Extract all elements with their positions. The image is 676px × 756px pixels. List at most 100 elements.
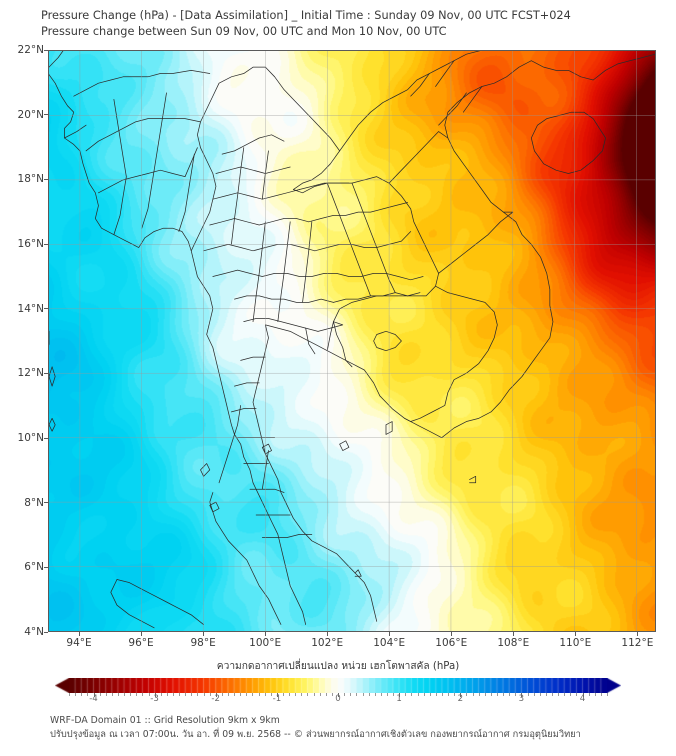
colorbar-tick-label: -4: [89, 694, 98, 704]
colorbar-minor-tick: [172, 693, 174, 696]
lat-tick-label: 12°N: [17, 367, 44, 380]
colorbar-minor-tick: [344, 693, 346, 696]
colorbar-minor-tick: [539, 693, 541, 696]
lon-tick-mark: [78, 632, 80, 636]
colorbar-minor-tick: [368, 693, 370, 696]
colorbar-minor-tick: [533, 693, 535, 696]
colorbar-minor-tick: [478, 693, 480, 696]
lon-tick-label: 110°E: [559, 637, 592, 649]
colorbar-major-tick: [399, 693, 401, 697]
lon-tick-label: 106°E: [435, 637, 468, 649]
title-line-1: Pressure Change (hPa) - [Data Assimilati…: [41, 9, 571, 22]
colorbar-minor-tick: [124, 693, 125, 696]
lon-tick-label: 98°E: [190, 637, 216, 649]
lat-tick-label: 4°N: [24, 626, 44, 638]
colorbar-minor-tick: [69, 693, 70, 696]
lon-tick-mark: [202, 632, 204, 636]
lat-tick-mark: [44, 308, 48, 310]
lat-tick-label: 22°N: [17, 44, 44, 56]
colorbar-minor-tick: [380, 693, 382, 696]
colorbar-minor-tick: [130, 693, 132, 696]
lon-tick-mark: [388, 632, 390, 636]
colorbar-minor-tick: [594, 693, 596, 696]
map-plot-area[interactable]: [48, 50, 656, 632]
colorbar-minor-tick: [283, 693, 284, 696]
lon-tick-mark: [512, 632, 514, 636]
colorbar-minor-tick: [221, 693, 223, 696]
colorbar-minor-tick: [527, 693, 529, 696]
colorbar-minor-tick: [240, 693, 242, 696]
colorbar-minor-tick: [301, 693, 303, 696]
latitude-axis: 4°N 6°N 8°N 10°N 12°N 14°N 16°N 18°N 20°N 22°N: [0, 0, 44, 756]
chart-title-block: Pressure Change (hPa) - [Data Assimilati…: [41, 8, 661, 39]
lat-tick-mark: [44, 49, 48, 51]
lat-tick-mark: [44, 243, 48, 245]
lat-tick-label: 20°N: [17, 108, 44, 121]
colorbar-minor-tick: [148, 693, 150, 696]
footer-line-credit: ปรับปรุงข้อมูล ณ เวลา 07:00น. วัน อา. ที…: [50, 729, 581, 740]
colorbar-minor-tick: [435, 693, 437, 696]
colorbar-major-tick: [521, 693, 523, 697]
colorbar-minor-tick: [497, 693, 498, 696]
colorbar-minor-tick: [258, 693, 260, 696]
colorbar-minor-tick: [558, 693, 560, 696]
colorbar-gradient: [55, 678, 621, 693]
lon-tick-mark: [140, 632, 142, 636]
colorbar-minor-tick: [270, 693, 272, 696]
colorbar-minor-tick: [386, 693, 388, 696]
lon-tick-label: 104°E: [373, 637, 406, 649]
lon-tick-mark: [574, 632, 576, 636]
colorbar-minor-tick: [111, 693, 113, 696]
colorbar-tick-label: 4: [579, 694, 586, 704]
colorbar-minor-tick: [319, 693, 321, 696]
footer-line-model: WRF-DA Domain 01 :: Grid Resolution 9km …: [50, 715, 280, 726]
colorbar-minor-tick: [350, 693, 352, 696]
colorbar-ticks: -4 -3 -2 -1 0 1 2 3 4: [0, 658, 676, 712]
colorbar-minor-tick: [515, 693, 517, 696]
colorbar-title: ความกดอากาศเปลี่ยนแปลง หน่วย เฮกโตพาสคัล…: [216, 661, 460, 672]
lat-tick-label: 16°N: [17, 238, 44, 250]
colorbar-minor-tick: [295, 693, 297, 696]
colorbar-minor-tick: [234, 693, 236, 696]
colorbar-minor-tick: [490, 693, 492, 696]
colorbar-minor-tick: [191, 693, 193, 696]
lat-tick-mark: [44, 372, 48, 374]
colorbar-minor-tick: [576, 693, 578, 696]
title-line-2: Pressure change between Sun 09 Nov, 00 U…: [41, 24, 447, 38]
colorbar: ความกดอากาศเปลี่ยนแปลง หน่วย เฮกโตพาสคัล…: [0, 658, 676, 712]
colorbar-major-tick: [93, 693, 95, 697]
lat-tick-mark: [44, 114, 48, 116]
lat-tick-label: 10°N: [17, 432, 44, 444]
colorbar-minor-tick: [166, 693, 168, 696]
colorbar-minor-tick: [75, 693, 77, 696]
colorbar-minor-tick: [160, 693, 162, 696]
colorbar-minor-tick: [246, 693, 248, 696]
colorbar-minor-tick: [374, 693, 376, 696]
colorbar-minor-tick: [197, 693, 199, 696]
colorbar-tick-label: 1: [396, 694, 402, 704]
colorbar-minor-tick: [393, 693, 394, 696]
colorbar-tick-label: -1: [272, 694, 282, 704]
colorbar-minor-tick: [405, 693, 407, 696]
lon-tick-label: 100°E: [249, 637, 282, 649]
lat-tick-label: 14°N: [17, 302, 44, 315]
colorbar-minor-tick: [313, 693, 315, 696]
lon-tick-mark: [636, 632, 638, 636]
colorbar-minor-tick: [252, 693, 254, 696]
colorbar-minor-tick: [441, 693, 443, 696]
colorbar-minor-tick: [81, 693, 83, 696]
colorbar-minor-tick: [423, 693, 425, 696]
lon-tick-label: 102°E: [311, 637, 344, 649]
lat-tick-mark: [44, 631, 48, 633]
colorbar-minor-tick: [264, 693, 266, 696]
colorbar-minor-tick: [228, 693, 229, 696]
lat-tick-label: 6°N: [24, 561, 44, 574]
colorbar-minor-tick: [448, 693, 449, 696]
colorbar-minor-tick: [484, 693, 486, 696]
colorbar-minor-tick: [600, 693, 602, 696]
lat-tick-label: 18°N: [17, 173, 44, 186]
colorbar-minor-tick: [179, 693, 180, 696]
lon-tick-label: 108°E: [497, 637, 530, 649]
lat-tick-mark: [44, 437, 48, 439]
